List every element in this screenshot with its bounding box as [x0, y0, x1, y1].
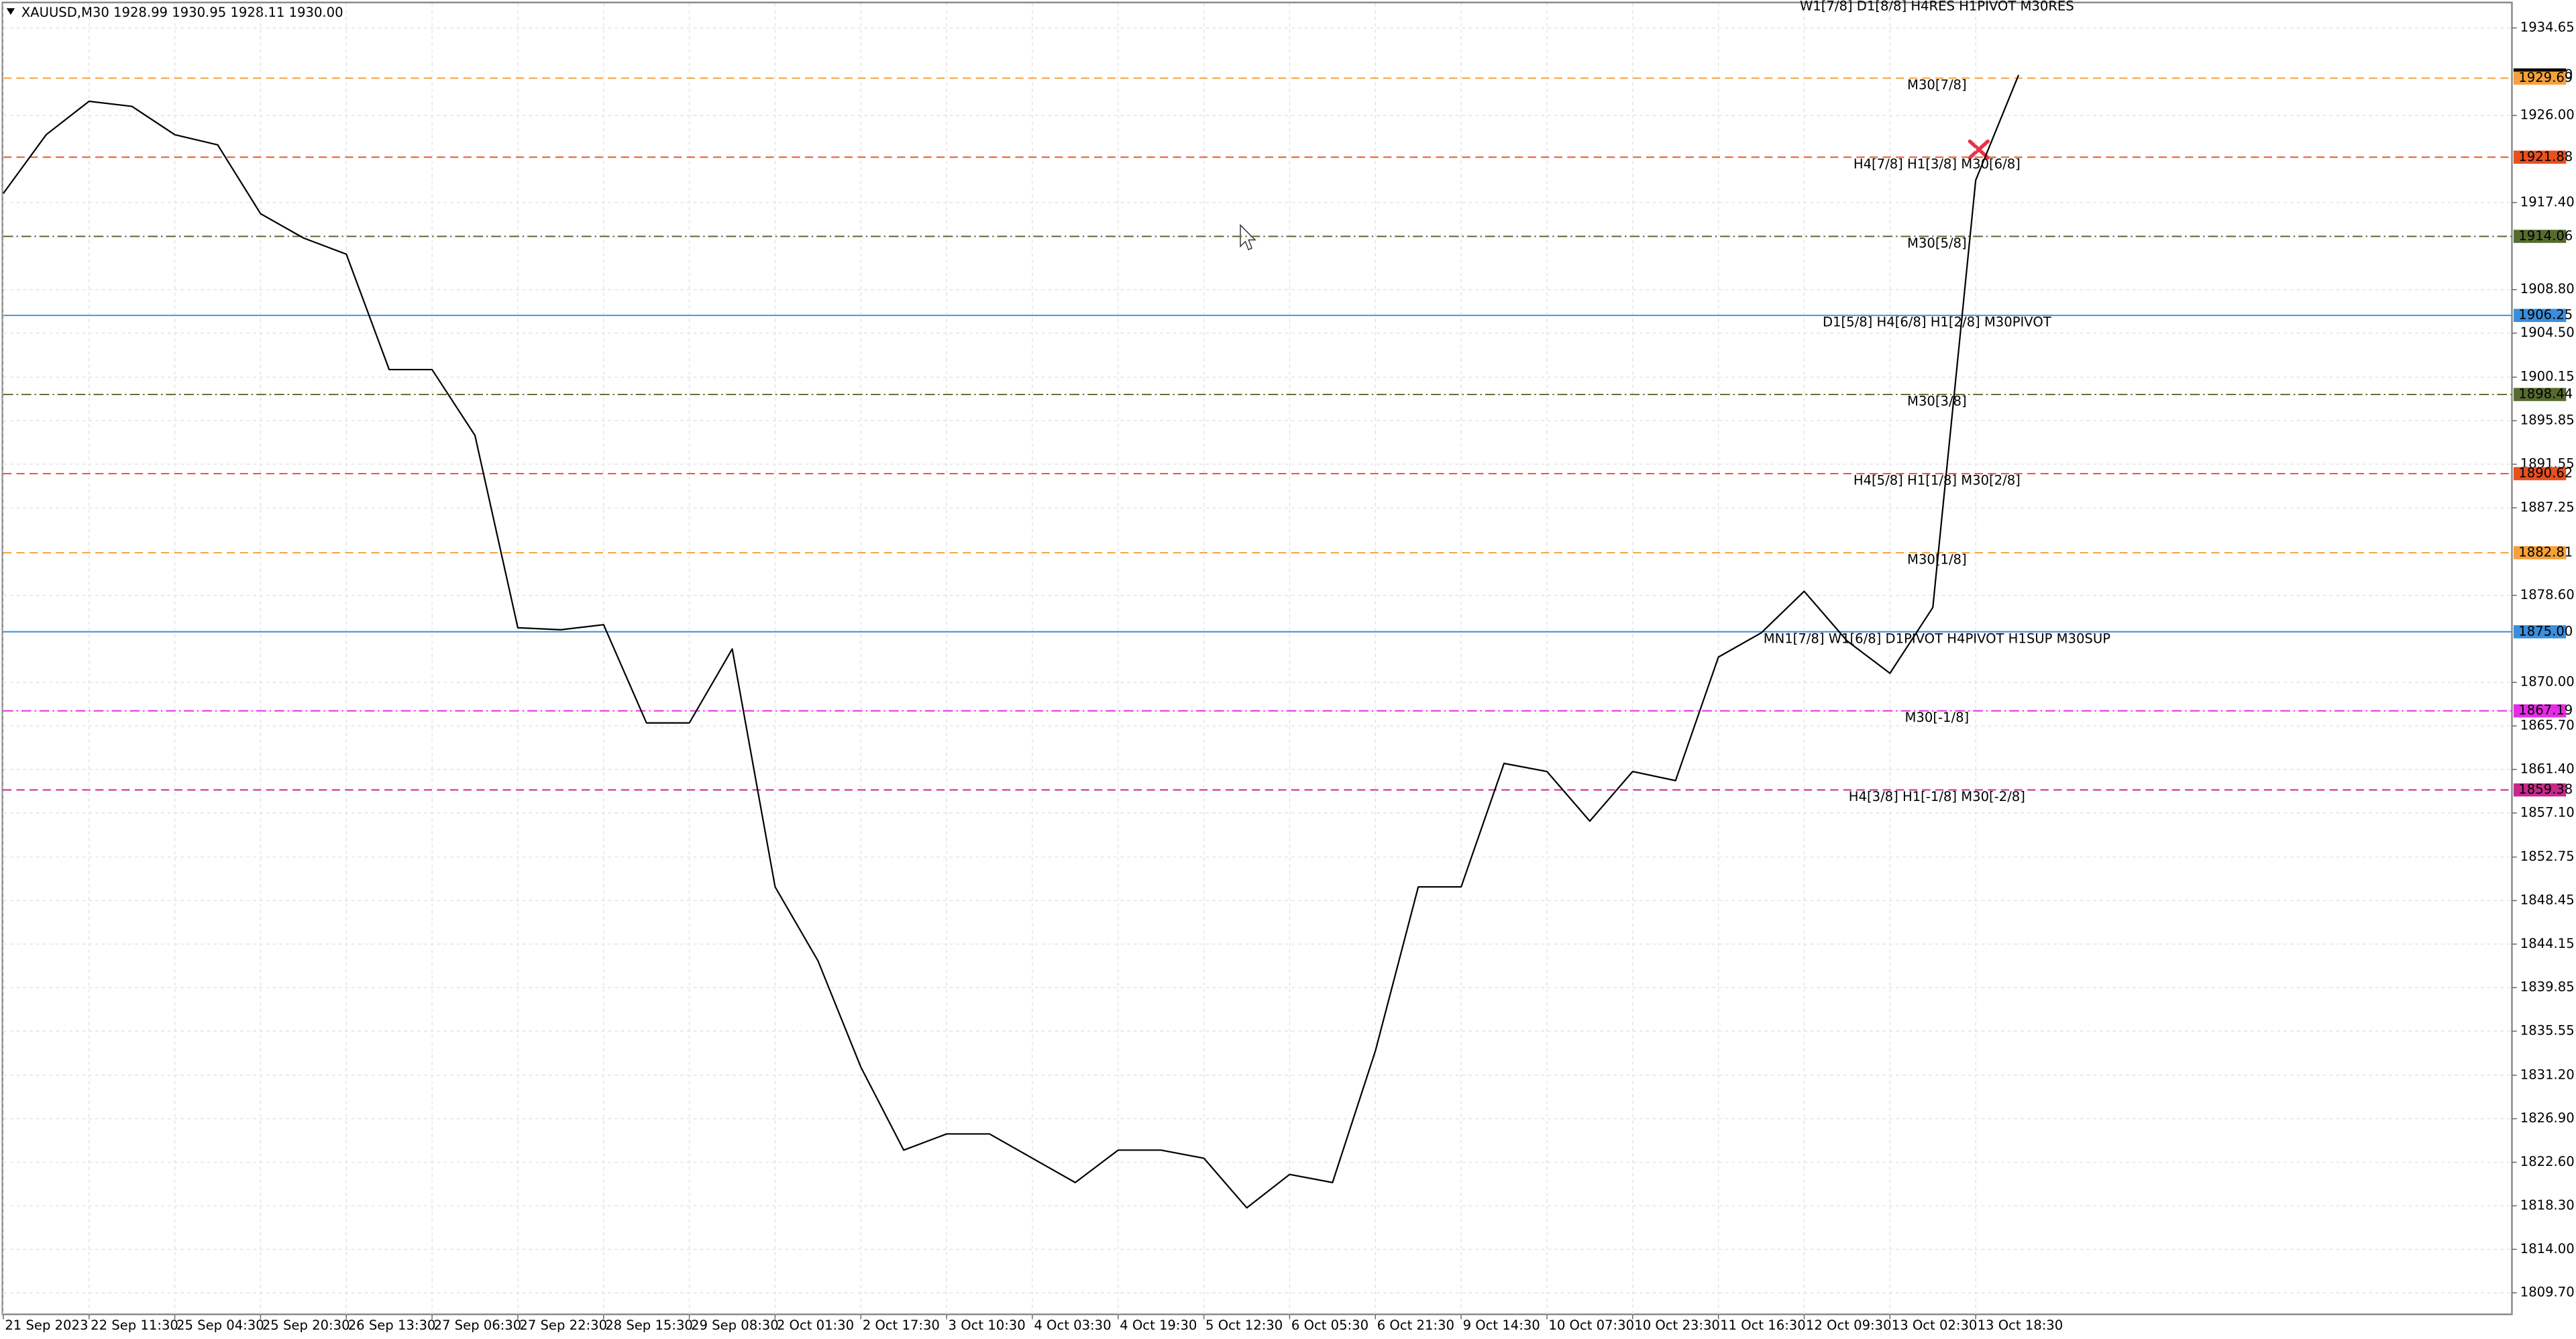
axes: 1934.65 1926.00 1917.40 1908.80 1904.50 1900.…: [3, 19, 2575, 1333]
price-box-label: 1890.62: [2518, 466, 2573, 481]
y-tick-label: 1908.80: [2520, 281, 2575, 297]
y-tick-label: 1852.75: [2520, 849, 2575, 864]
level-name: H4[7/8] H1[3/8] M30[6/8]: [1854, 156, 2021, 172]
x-tick-label: 4 Oct 19:30: [1120, 1318, 1197, 1333]
y-tick-label: 1822.60: [2520, 1154, 2575, 1169]
price-box: [2513, 229, 2567, 244]
level-name: M30[5/8]: [1907, 235, 1967, 251]
level-name: H4[3/8] H1[-1/8] M30[-2/8]: [1849, 789, 2025, 804]
y-tick-label: 1870.00: [2520, 674, 2575, 690]
y-tick-label: 1831.20: [2520, 1067, 2575, 1082]
x-tick-label: 3 Oct 10:30: [949, 1318, 1026, 1333]
y-tick-label: 1887.25: [2520, 499, 2575, 515]
level-name: M30[7/8]: [1907, 77, 1967, 93]
chart-title: XAUUSD,M30 1928.99 1930.95 1928.11 1930.…: [21, 5, 343, 20]
price-box-label: 1906.25: [2518, 307, 2573, 323]
price-box-label: 1867.19: [2518, 702, 2573, 718]
x-tick-label: 25 Sep 20:30: [262, 1318, 350, 1333]
x-tick-label: 13 Oct 18:30: [1978, 1318, 2063, 1333]
y-tick-label: 1814.00: [2520, 1241, 2575, 1256]
y-tick-label: 1865.70: [2520, 718, 2575, 733]
price-box: [2513, 309, 2567, 322]
x-tick-label: 25 Sep 04:30: [176, 1318, 264, 1333]
y-tick-label: 1835.55: [2520, 1023, 2575, 1038]
close-marker: [1968, 139, 1990, 160]
x-tick-label: 6 Oct 21:30: [1377, 1318, 1454, 1333]
x-tick-label: 12 Oct 09:30: [1806, 1318, 1892, 1333]
x-tick-label: 5 Oct 12:30: [1205, 1318, 1283, 1333]
price-boxes: 1930.001929.691921.881914.061906.251898.…: [2513, 66, 2573, 797]
y-tick-label: 1809.70: [2520, 1285, 2575, 1300]
level-name: M30[3/8]: [1907, 394, 1967, 409]
x-tick-label: 11 Oct 16:30: [1720, 1318, 1806, 1333]
price-box: [2513, 625, 2567, 639]
x-tick-label: 27 Sep 22:30: [519, 1318, 607, 1333]
x-tick-label: 6 Oct 05:30: [1291, 1318, 1368, 1333]
mouse-cursor: [1240, 223, 1256, 251]
x-tick-label: 2 Oct 17:30: [863, 1318, 940, 1333]
x-tick-label: 10 Oct 23:30: [1634, 1318, 1720, 1333]
y-tick-label: 1917.40: [2520, 194, 2575, 209]
y-tick-label: 1861.40: [2520, 761, 2575, 777]
x-tick-label: 28 Sep 15:30: [605, 1318, 693, 1333]
level-name: MN1[7/8] W1[6/8] D1PIVOT H4PIVOT H1SUP M…: [1764, 631, 2111, 646]
y-tick-label: 1848.45: [2520, 892, 2575, 908]
x-tick-label: 21 Sep 2023: [5, 1318, 88, 1333]
x-tick-label: 10 Oct 07:30: [1548, 1318, 1634, 1333]
top-annotation: W1[7/8] D1[8/8] H4RES H1PIVOT M30RES: [1800, 0, 2074, 13]
level-name: M30[-1/8]: [1905, 710, 1970, 725]
price-box-label: 1929.69: [2518, 70, 2573, 85]
price-box-label: 1875.00: [2518, 623, 2573, 639]
level-name: D1[5/8] H4[6/8] H1[2/8] M30PIVOT: [1823, 315, 2052, 330]
y-tick-label: 1900.15: [2520, 369, 2575, 384]
y-tick-label: 1818.30: [2520, 1197, 2575, 1213]
price-box: [2513, 388, 2567, 401]
x-tick-label: 29 Sep 08:30: [691, 1318, 779, 1333]
plot-frame: [1, 1, 2513, 1316]
y-tick-label: 1839.85: [2520, 979, 2575, 995]
price-box: [2513, 546, 2567, 559]
price-box-label: 1882.81: [2518, 544, 2573, 559]
y-tick-label: 1904.50: [2520, 325, 2575, 340]
x-tick-label: 22 Sep 11:30: [91, 1318, 178, 1333]
price-box: [2513, 71, 2567, 85]
price-box: [2513, 783, 2567, 797]
y-tick-label: 1926.00: [2520, 107, 2575, 123]
price-box: [2513, 704, 2567, 718]
y-tick-label: 1934.65: [2520, 19, 2575, 35]
symbol-menu-icon[interactable]: [6, 8, 15, 15]
x-tick-label: 2 Oct 01:30: [777, 1318, 854, 1333]
y-tick-label: 1826.90: [2520, 1110, 2575, 1126]
price-box: [2513, 150, 2567, 164]
marker-stroke: [1968, 139, 1990, 160]
x-tick-label: 26 Sep 13:30: [348, 1318, 436, 1333]
x-tick-label: 4 Oct 03:30: [1034, 1318, 1111, 1333]
price-box-label: 1914.06: [2518, 228, 2573, 244]
price-box-label: 1859.38: [2518, 782, 2573, 797]
y-tick-label: 1857.10: [2520, 804, 2575, 820]
price-box-label: 1921.88: [2518, 149, 2573, 164]
level-name: H4[5/8] H1[1/8] M30[2/8]: [1854, 473, 2021, 488]
x-tick-label: 27 Sep 06:30: [434, 1318, 522, 1333]
grid: [3, 3, 2512, 1315]
levels: M30[7/8] H4[7/8] H1[3/8] M30[6/8] M30[5/8]…: [3, 77, 2512, 804]
x-tick-label: 13 Oct 02:30: [1892, 1318, 1978, 1333]
x-tick-label: 9 Oct 14:30: [1463, 1318, 1540, 1333]
y-tick-label: 1878.60: [2520, 587, 2575, 602]
price-line: [3, 74, 2020, 1209]
y-tick-label: 1844.15: [2520, 936, 2575, 951]
y-tick-label: 1895.85: [2520, 413, 2575, 428]
price-box-label: 1898.44: [2518, 386, 2573, 402]
price-box: [2513, 467, 2567, 480]
